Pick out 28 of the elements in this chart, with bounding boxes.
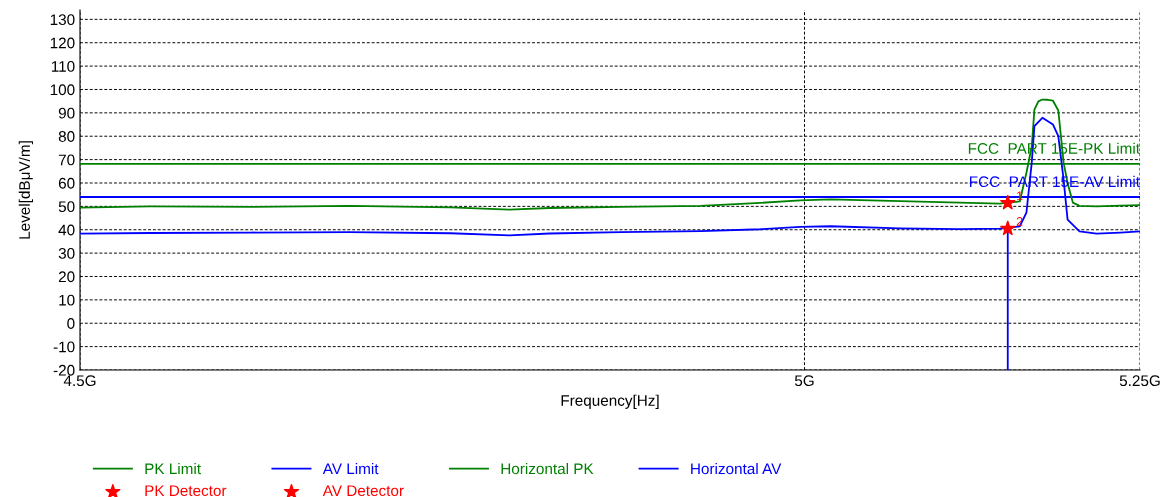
y-tick-label: 60	[58, 177, 75, 189]
x-tick-label: 5.25G	[1119, 375, 1160, 387]
legend-label: AV Limit	[322, 462, 379, 475]
y-tick-label: 80	[58, 131, 75, 142]
x-tick-label: 4.5G	[63, 375, 96, 387]
y-tick-label: 50	[58, 201, 75, 213]
y-tick-label: -10	[53, 341, 75, 353]
x-axis-title: Frequency[Hz]	[561, 394, 659, 409]
y-tick-label: 130	[50, 14, 75, 26]
legend-label: PK Detector	[145, 485, 227, 497]
legend-label: PK Limit	[145, 462, 201, 475]
legend-label: Horizontal PK	[501, 462, 594, 475]
y-tick-label: 40	[58, 224, 75, 236]
y-tick-label: 110	[51, 60, 75, 72]
legend-label: Horizontal AV	[691, 462, 782, 475]
y-tick-label: 20	[58, 271, 75, 283]
y-tick-label: 70	[58, 154, 75, 166]
y-tick-label: 120	[50, 37, 75, 49]
y-axis-title: Level[dBμV/m]	[18, 141, 33, 239]
legend-label: AV Detector	[322, 485, 404, 497]
y-tick-label: 30	[58, 247, 75, 259]
y-tick-label: 0	[67, 318, 75, 329]
y-tick-label: 100	[50, 84, 75, 96]
y-tick-label: 10	[59, 294, 75, 306]
x-tick-label: 5G	[794, 375, 814, 387]
annotation: 1	[1017, 191, 1023, 201]
y-tick-label: -20	[53, 364, 75, 376]
y-tick-label: 90	[58, 107, 75, 119]
